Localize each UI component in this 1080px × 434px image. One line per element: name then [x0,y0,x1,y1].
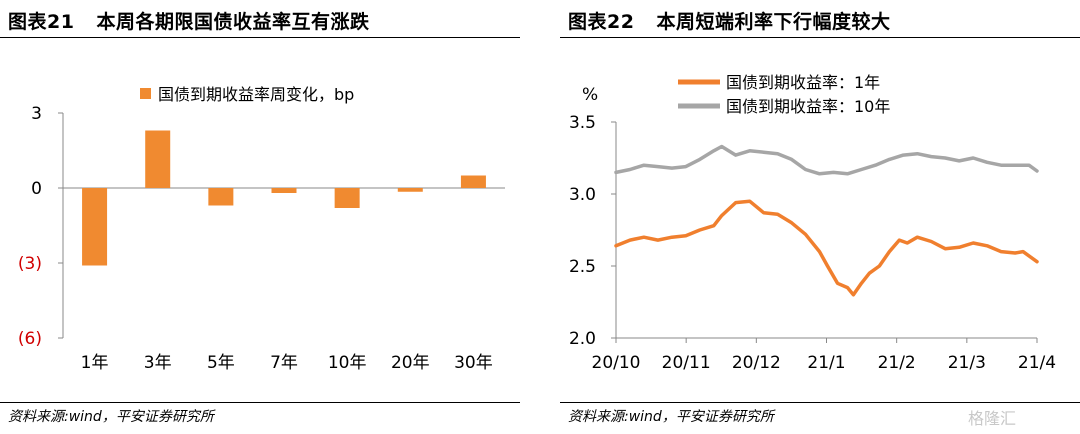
line-y-tick-label: 3.5 [569,113,596,133]
line-y-tick-label: 2.5 [569,257,596,277]
left-chart-title: 图表21 本周各期限国债收益率互有涨跌 [8,7,369,34]
bar-x-tick-label: 30年 [454,353,493,373]
line-x-tick-label: 20/12 [732,353,781,373]
left-source-note: 资料来源:wind，平安证券研究所 [8,409,214,425]
line-y-unit-label: % [582,85,598,105]
line-y-tick-label: 2.0 [569,329,596,349]
left-title-divider [0,37,520,38]
bar-x-tick-label: 3年 [144,353,172,373]
line-x-tick-label: 21/1 [807,353,845,373]
bar [208,188,234,206]
bar [460,175,486,188]
bar-x-tick-label: 10年 [328,353,367,373]
right-title-text: 本周短端利率下行幅度较大 [656,11,891,33]
watermark-logo: 格隆汇 [968,409,1017,428]
bar-legend: 国债到期收益率周变化，bp [140,85,354,104]
left-source-divider [0,402,520,403]
right-title-number: 图表22 [568,11,635,33]
line-x-tick-label: 21/4 [1018,353,1056,373]
bar [334,188,360,208]
line-x-tick-label: 20/10 [592,353,641,373]
right-source-divider [560,402,1080,403]
series-line [614,144,1039,176]
bar-legend-label: 国债到期收益率周变化，bp [158,85,354,104]
line-x-tick-label: 20/11 [662,353,711,373]
line-x-tick-label: 21/3 [948,353,986,373]
line-y-tick-label: 3.0 [569,185,596,205]
right-title-divider [560,37,1080,38]
left-panel: 图表21 本周各期限国债收益率互有涨跌 国债到期收益率周变化，bp 3 0 (3) (6)… [0,0,520,434]
right-source-note: 资料来源:wind，平安证券研究所 [568,409,774,425]
line-legend-label: 国债到期收益率：10年 [726,97,890,116]
bar-y-tick-label: 0 [31,179,42,199]
right-panel: 图表22 本周短端利率下行幅度较大 % 国债到期收益率：1年 国债到期收益率：10年 2… [560,0,1080,434]
bar-x-tick-label: 7年 [270,353,298,373]
left-title-text: 本周各期限国债收益率互有涨跌 [96,11,370,33]
bar-y-tick-label: (3) [18,254,42,274]
left-title-number: 图表21 [8,11,75,33]
bar-x-tick-label: 1年 [81,353,109,373]
bar-legend-swatch [140,88,151,99]
bar [145,130,171,188]
bar [271,188,297,193]
bar-chart: 国债到期收益率周变化，bp 3 0 (3) (6) 1年 3年 5年 7年 10年 20年 30年 [18,85,505,373]
bar-y-tick-label: 3 [31,104,42,124]
bar [82,188,108,266]
series-line [614,199,1039,297]
line-legend-label: 国债到期收益率：1年 [726,73,880,92]
right-chart-title: 图表22 本周短端利率下行幅度较大 [568,7,890,34]
bar-y-tick-label: (6) [18,329,42,349]
bar-x-tick-label: 5年 [207,353,235,373]
line-x-tick-label: 21/2 [878,353,916,373]
bar-x-tick-label: 20年 [391,353,430,373]
bar [397,188,423,192]
